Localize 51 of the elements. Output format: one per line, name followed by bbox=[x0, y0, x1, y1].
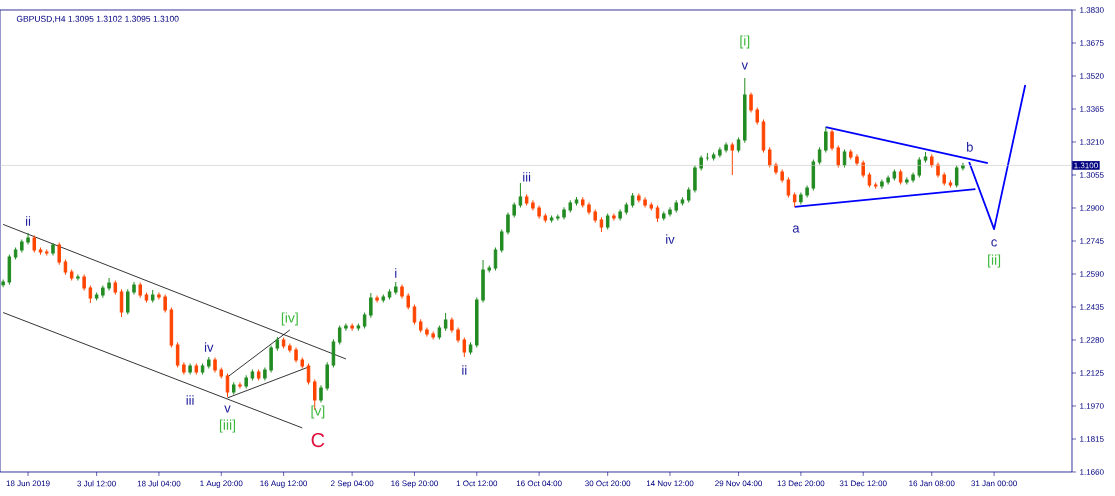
annotation: [iii] bbox=[219, 419, 236, 433]
x-tick-label: 1 Oct 12:00 bbox=[456, 480, 498, 487]
annotation: iv bbox=[666, 234, 675, 244]
annotation: b bbox=[967, 142, 973, 152]
annotation: [i] bbox=[740, 35, 750, 49]
y-tick-label: 1.2125 bbox=[1080, 370, 1104, 376]
annotation: iii bbox=[186, 395, 194, 405]
x-tick-label: 14 Nov 12:00 bbox=[646, 480, 694, 487]
x-tick-label: 29 Nov 04:00 bbox=[715, 480, 763, 487]
x-tick-label: 16 Oct 04:00 bbox=[516, 480, 562, 487]
y-tick-label: 1.2435 bbox=[1080, 304, 1104, 310]
y-tick-label: 1.1970 bbox=[1080, 403, 1104, 409]
x-tick-label: 1 Aug 20:00 bbox=[200, 480, 243, 488]
annotation: i bbox=[395, 268, 397, 278]
y-tick-label: 1.3365 bbox=[1080, 106, 1104, 112]
annotation: a bbox=[792, 225, 800, 233]
x-tick-label: 18 Jul 04:00 bbox=[137, 480, 181, 487]
x-tick-label: 3 Jul 12:00 bbox=[77, 480, 116, 487]
annotation: [ii] bbox=[988, 254, 1001, 268]
y-tick-label: 1.3210 bbox=[1080, 139, 1104, 145]
y-tick-label: 1.3520 bbox=[1080, 73, 1104, 79]
y-tick-label: 1.3675 bbox=[1080, 40, 1104, 46]
y-tick-label: 1.2590 bbox=[1080, 271, 1104, 277]
y-tick-label: 1.2280 bbox=[1080, 337, 1104, 343]
x-tick-label: 31 Dec 12:00 bbox=[839, 480, 887, 487]
annotation: ii bbox=[462, 365, 467, 375]
y-tick-label: 1.2900 bbox=[1080, 205, 1104, 211]
annotation: v bbox=[741, 62, 748, 70]
x-tick-label: 18 Jun 2019 bbox=[6, 480, 50, 487]
annotation: iv bbox=[204, 342, 214, 352]
annotation: [v] bbox=[311, 405, 325, 419]
x-tick-label: 16 Jan 08:00 bbox=[909, 480, 955, 487]
x-tick-label: 16 Sep 20:00 bbox=[391, 480, 438, 488]
ref-line-label: 1.3100 bbox=[1074, 162, 1098, 169]
y-tick-label: 1.3830 bbox=[1080, 7, 1104, 13]
annotation: ii bbox=[26, 216, 31, 226]
y-tick-label: 1.2745 bbox=[1080, 238, 1104, 244]
x-tick-label: 31 Jan 00:00 bbox=[971, 480, 1017, 487]
x-tick-label: 2 Sep 04:00 bbox=[330, 480, 374, 488]
annotation: iii bbox=[523, 172, 531, 182]
annotation: v bbox=[224, 405, 231, 413]
x-tick-label: 16 Aug 12:00 bbox=[260, 480, 308, 488]
x-tick-label: 13 Dec 20:00 bbox=[777, 480, 825, 487]
annotation: C bbox=[311, 432, 325, 448]
annotation: c bbox=[991, 239, 997, 247]
annotation: [iv] bbox=[281, 312, 298, 326]
y-tick-label: 1.1660 bbox=[1080, 469, 1104, 475]
text: GBPUSD,H4 1.3095 1.3102 1.3095 1.3100 bbox=[16, 15, 179, 23]
x-tick-label: 30 Oct 20:00 bbox=[585, 480, 631, 487]
y-tick-label: 1.3055 bbox=[1080, 172, 1104, 178]
y-tick-label: 1.1815 bbox=[1080, 436, 1104, 442]
